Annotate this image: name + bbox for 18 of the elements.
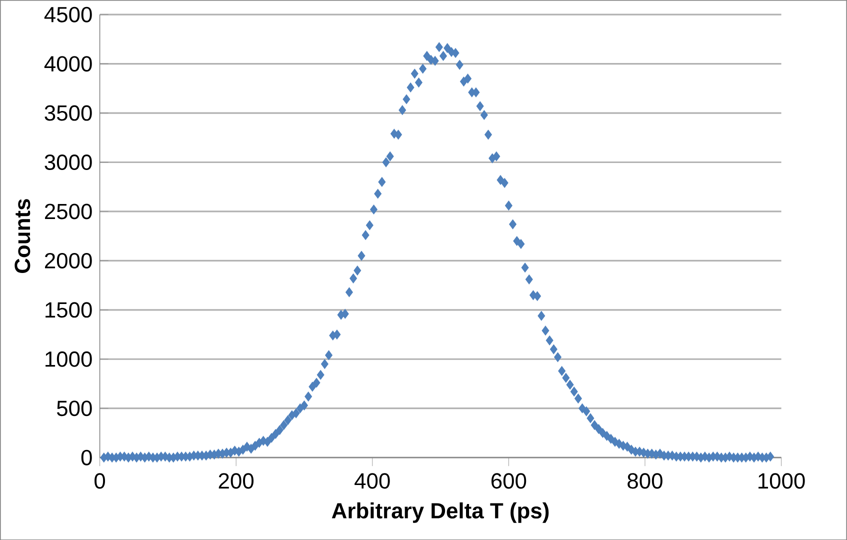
x-tick-label: 200	[218, 473, 254, 489]
y-tick-label: 4500	[44, 6, 92, 22]
x-tick-label: 400	[354, 473, 390, 489]
y-tick-label: 1500	[46, 302, 92, 318]
x-tick-label: 0	[94, 473, 106, 489]
y-tick-label: 3000	[44, 154, 92, 170]
x-tick-label: 1000	[758, 473, 805, 489]
y-tick-label: 3500	[44, 105, 92, 121]
y-tick-label: 500	[56, 400, 92, 416]
y-tick-label: 1000	[46, 351, 92, 367]
y-tick-label: 2500	[44, 204, 92, 220]
x-tick-label: 600	[492, 473, 526, 489]
x-tick-label: 800	[628, 473, 662, 489]
x-axis-title: Arbitrary Delta T (ps)	[332, 502, 549, 523]
y-axis-title: Counts	[14, 199, 30, 273]
y-tick-label: 0	[81, 450, 92, 466]
y-tick-label: 2000	[44, 252, 92, 268]
y-tick-label: 4000	[44, 56, 92, 72]
